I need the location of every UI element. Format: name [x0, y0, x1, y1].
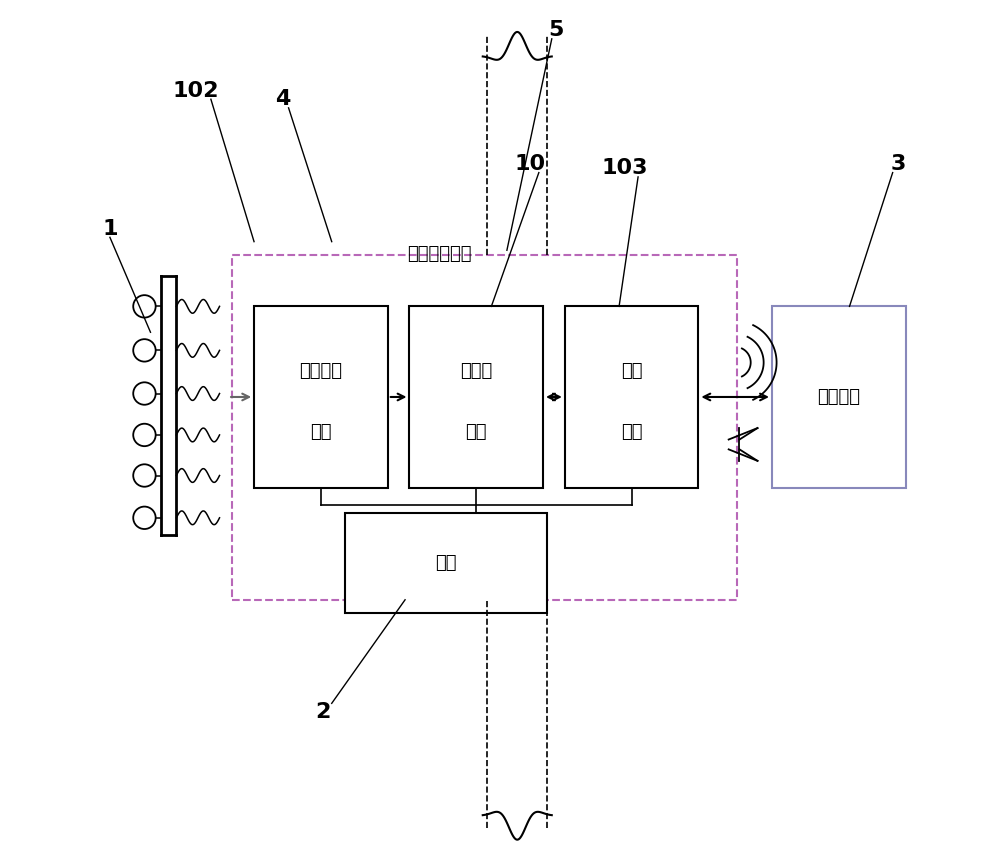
Bar [232, 255, 737, 600]
Text: 3: 3 [891, 154, 906, 174]
Text: 微处理: 微处理 [460, 362, 492, 380]
Text: 监测终端: 监测终端 [817, 388, 860, 406]
Bar [345, 513, 547, 613]
Text: 4: 4 [275, 89, 290, 110]
Bar [409, 306, 543, 488]
Text: 1: 1 [102, 218, 118, 239]
Text: 模块: 模块 [310, 423, 332, 440]
Text: 便携式采集盒: 便携式采集盒 [407, 245, 472, 263]
Text: 2: 2 [315, 702, 331, 722]
Text: 前端处理: 前端处理 [299, 362, 342, 380]
Bar [565, 306, 698, 488]
Bar [254, 306, 388, 488]
Text: 无线: 无线 [621, 362, 642, 380]
Text: 模块: 模块 [621, 423, 642, 440]
Text: 5: 5 [548, 20, 564, 41]
Text: 103: 103 [602, 158, 648, 179]
Text: 102: 102 [173, 80, 219, 101]
Bar [772, 306, 906, 488]
Text: 模块: 模块 [466, 423, 487, 440]
Text: 10: 10 [515, 154, 546, 174]
Text: 电源: 电源 [435, 554, 457, 572]
